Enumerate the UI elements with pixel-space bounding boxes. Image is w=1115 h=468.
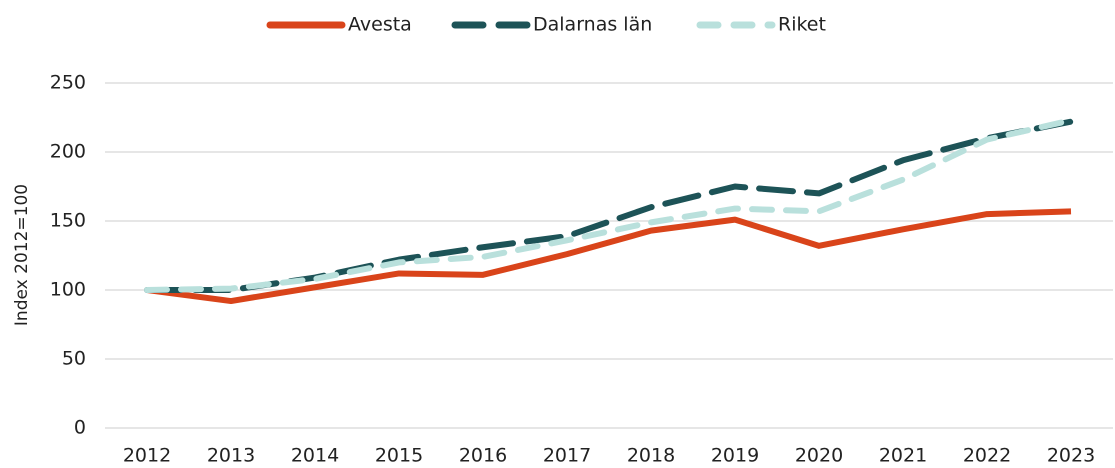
x-tick-label: 2022: [963, 445, 1011, 467]
y-axis-label: Index 2012=100: [12, 184, 32, 326]
x-tick-label: 2019: [711, 445, 759, 467]
x-tick-label: 2016: [459, 445, 507, 467]
series-line: [144, 117, 1074, 293]
x-tick-label: 2017: [543, 445, 591, 467]
y-tick-label: 150: [50, 210, 86, 232]
legend-label: Dalarnas län: [533, 14, 652, 36]
y-tick-label: 200: [50, 141, 86, 163]
series-line: [146, 208, 1072, 305]
series-line: [144, 118, 1074, 293]
y-tick-label: 250: [50, 72, 86, 94]
x-tick-label: 2021: [879, 445, 927, 467]
x-tick-label: 2015: [375, 445, 423, 467]
y-tick-label: 0: [74, 417, 86, 439]
x-tick-label: 2018: [627, 445, 675, 467]
legend-label: Riket: [778, 14, 826, 36]
y-tick-label: 100: [50, 279, 86, 301]
x-tick-label: 2014: [291, 445, 339, 467]
x-tick-label: 2023: [1047, 445, 1095, 467]
x-tick-label: 2020: [795, 445, 843, 467]
y-tick-label: 50: [62, 348, 86, 370]
x-tick-label: 2012: [123, 445, 171, 467]
x-tick-label: 2013: [207, 445, 255, 467]
legend-label: Avesta: [348, 14, 412, 36]
